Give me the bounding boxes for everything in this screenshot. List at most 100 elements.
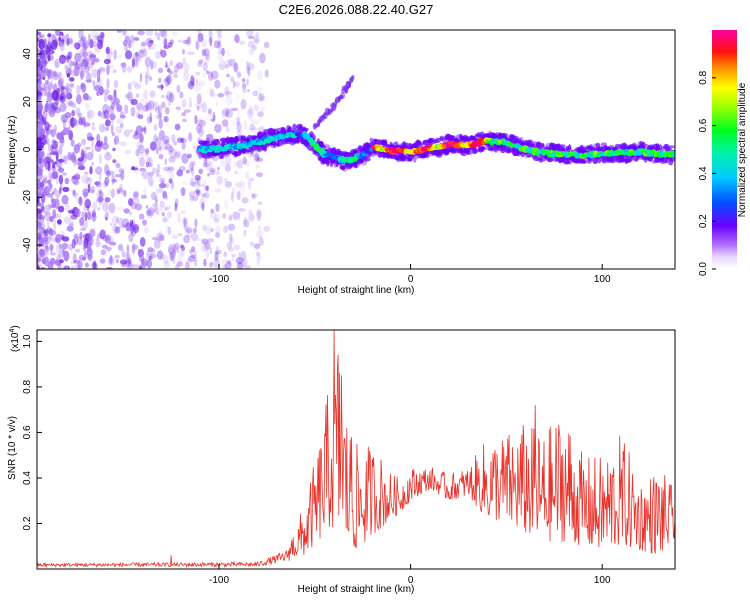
noise-speckle [95,32,98,39]
noise-speckle [42,175,48,181]
noise-speckle [104,94,108,103]
noise-speckle [111,132,115,136]
noise-speckle [106,151,110,157]
noise-speckle [47,83,55,90]
noise-speckle [96,69,101,77]
noise-speckle [96,140,104,147]
snr-y-tick-label: 0.4 [22,471,33,485]
noise-speckle [134,59,139,68]
noise-speckle [170,179,174,189]
noise-speckle [181,112,185,116]
noise-speckle [56,219,62,225]
noise-speckle [114,255,119,263]
noise-speckle [99,153,102,165]
noise-speckle [183,218,187,229]
noise-speckle [83,193,88,200]
noise-speckle [251,45,257,51]
noise-speckle [42,86,51,95]
ridge-halo [501,133,509,138]
noise-speckle [214,188,221,193]
noise-speckle [207,30,213,37]
noise-speckle [66,57,69,63]
ridge-halo [664,143,670,149]
noise-speckle [95,166,103,175]
noise-speckle [37,102,43,112]
colorbar-label: Normalized spectral amplitude [737,82,748,217]
noise-speckle [209,88,215,97]
noise-speckle [248,123,256,132]
noise-speckle [158,130,165,141]
noise-speckle [44,116,47,122]
noise-speckle [98,66,106,72]
noise-speckle [190,254,197,258]
colorbar-tick-label: 0.6 [698,118,709,132]
ridge-halo [383,141,387,146]
noise-speckle [47,70,51,81]
noise-speckle [161,212,165,217]
noise-speckle [102,103,110,115]
noise-speckle [160,83,164,91]
noise-speckle [95,237,100,248]
noise-speckle [55,233,62,244]
noise-speckle [97,207,101,211]
noise-speckle [175,246,180,254]
noise-speckle [228,58,236,67]
noise-speckle [79,231,83,240]
noise-speckle [221,47,225,57]
noise-speckle [260,106,266,112]
noise-speckle [152,101,159,111]
noise-speckle [99,258,106,264]
noise-speckle [188,132,193,142]
noise-speckle [157,67,164,74]
noise-speckle [212,156,219,162]
noise-speckle [50,39,58,51]
ridge-halo [198,153,202,159]
noise-speckle [49,184,53,189]
noise-speckle [131,58,135,68]
noise-speckle [202,224,207,232]
noise-speckle [89,235,94,247]
noise-speckle [48,143,51,153]
noise-speckle [128,40,132,49]
noise-speckle [150,191,157,201]
noise-speckle [124,94,131,99]
noise-speckle [82,120,87,129]
noise-speckle [139,167,146,172]
noise-speckle [59,187,62,195]
noise-speckle [228,214,233,221]
noise-speckle [37,167,43,177]
noise-speckle [111,178,118,183]
noise-speckle [58,174,64,185]
noise-speckle [251,193,256,200]
noise-speckle [42,109,48,120]
noise-speckle [189,177,195,186]
ridge-halo [667,159,674,166]
noise-speckle [84,65,90,74]
spectrogram-axes: -100 0 100 -40 -20 0 20 40 [22,48,611,285]
noise-speckle [166,211,173,219]
noise-speckle [40,194,46,204]
noise-speckle [116,216,119,224]
noise-speckle [255,32,260,37]
noise-speckle [213,213,221,223]
noise-speckle [264,69,269,78]
snr-multiplier-exp: 4 [9,329,16,333]
noise-speckle [139,49,145,59]
noise-speckle [247,180,252,191]
noise-speckle [198,59,204,64]
noise-speckle [105,126,110,131]
noise-speckle [192,227,197,234]
noise-speckle [246,66,250,75]
noise-speckle [119,141,127,147]
noise-speckle [76,84,81,96]
noise-speckle [248,177,255,182]
spectrogram-y-tick-label: 20 [22,96,33,108]
noise-speckle [130,98,138,106]
noise-speckle [159,177,166,183]
noise-speckle [176,169,183,177]
noise-speckle [57,86,64,92]
noise-speckle [77,157,84,162]
noise-speckle [137,114,144,120]
noise-speckle [191,166,195,177]
noise-speckle [79,227,87,232]
